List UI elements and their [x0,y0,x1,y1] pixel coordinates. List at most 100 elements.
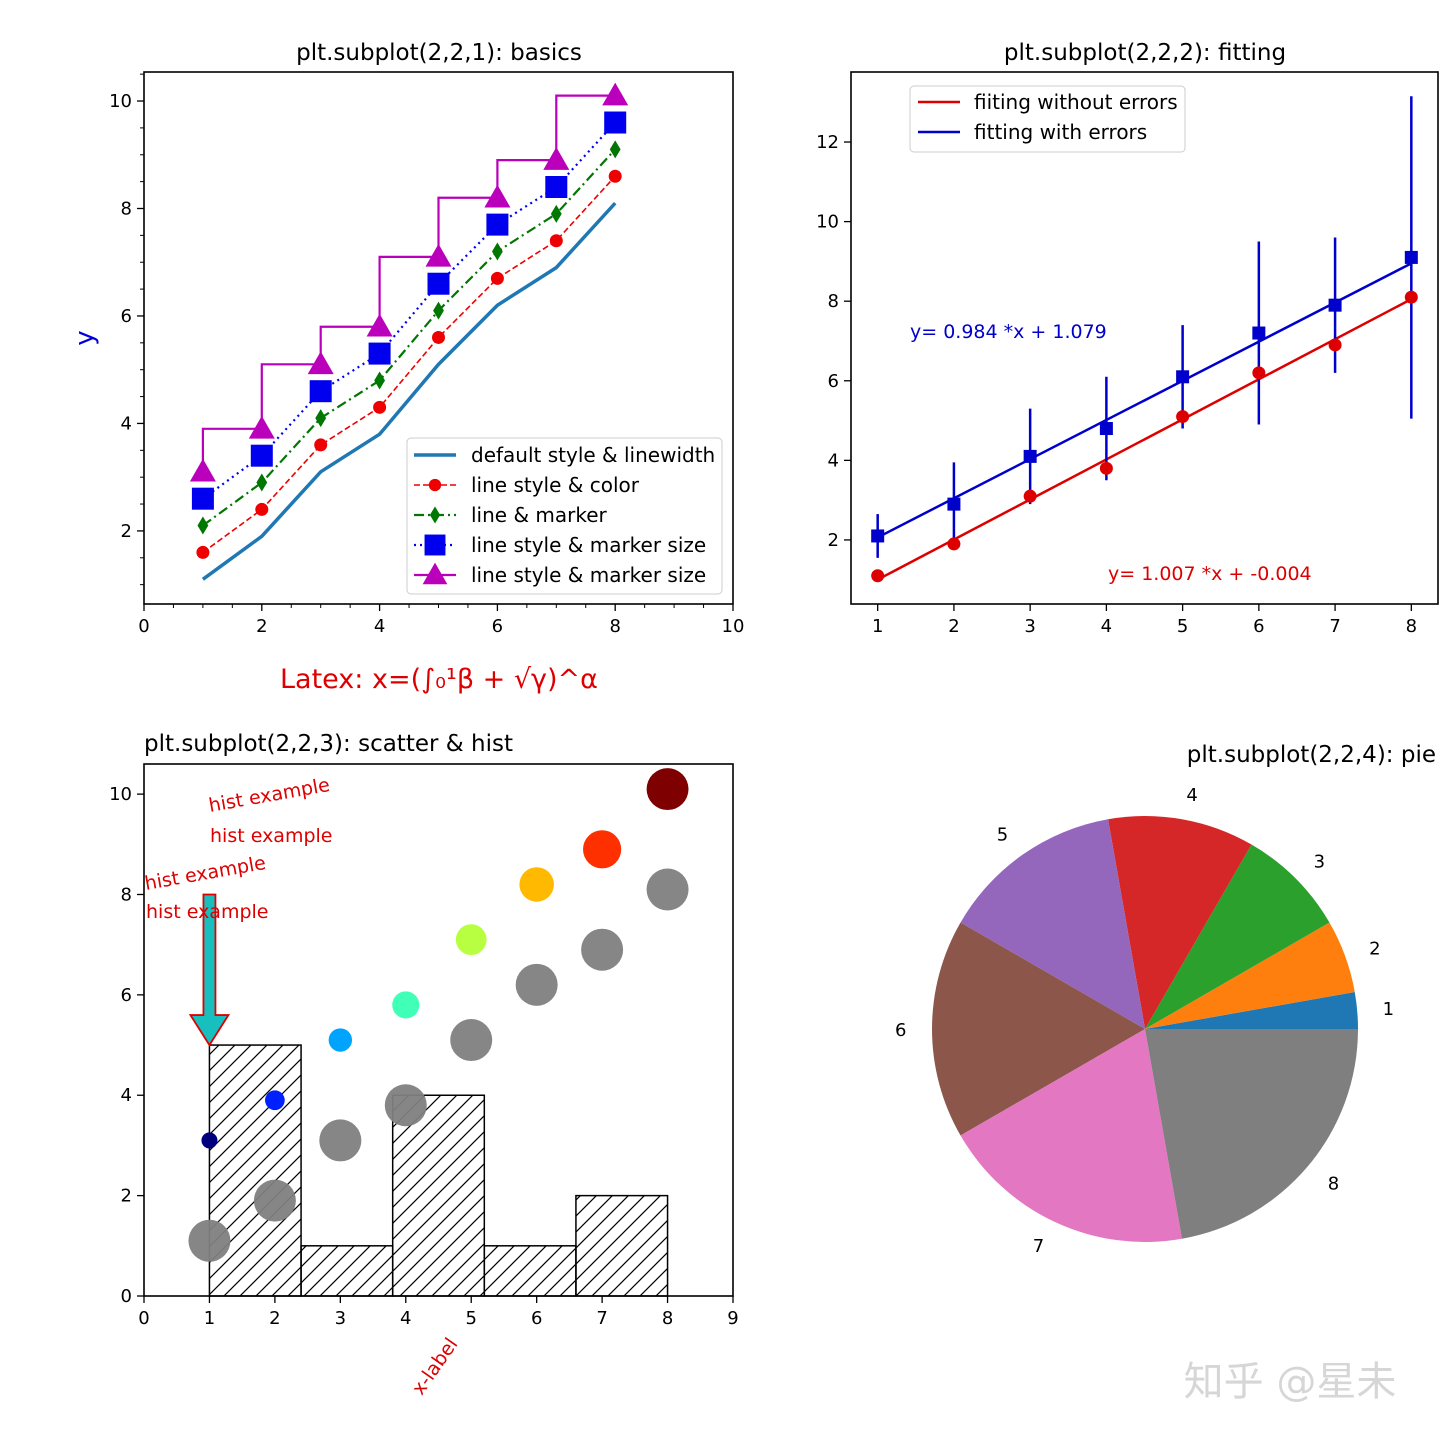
fit-line [877,298,1412,581]
data-point [315,409,327,428]
legend-label: line style & marker size [471,563,706,587]
legend-marker [422,562,448,585]
color-scatter-point [583,830,622,869]
legend-label: line style & color [471,473,640,497]
pie-label: 8 [1328,1173,1339,1194]
y-axis-label: y [70,330,100,345]
data-point [248,415,275,439]
data-point [608,169,622,183]
data-point [196,545,210,559]
data-point [368,342,391,365]
annotation-text: hist example [210,825,333,847]
x-tick-label: 9 [727,1308,738,1329]
legend: fiiting without errors fitting with error… [909,85,1186,153]
pie-label: 2 [1369,938,1380,959]
pie-label: 6 [895,1020,906,1041]
x-axis-label: Latex: x=(∫₀¹β + √γ)^α [280,664,598,695]
x-tick-label: 1 [204,1308,215,1329]
data-point [427,272,450,295]
y-tick-label: 6 [121,306,132,327]
legend-marker [424,534,446,556]
data-point [1176,410,1190,424]
series-line [202,148,617,527]
data-point [492,242,503,261]
data-point [1404,290,1418,304]
x-tick-label: 7 [1329,616,1340,637]
subplot-title: plt.subplot(2,2,2): fitting [1004,40,1286,66]
y-tick-label: 0 [121,1286,132,1307]
y-tick-label: 10 [109,784,132,805]
pie-slice [1108,815,1252,1029]
legend-frame [406,437,723,595]
data-point [189,458,216,482]
series-line [201,94,616,472]
y-tick-label: 2 [121,521,132,542]
data-point [374,371,385,390]
x-tick-label: 10 [722,616,745,637]
pie-slice [960,1029,1182,1242]
y-tick-label: 4 [121,413,132,434]
data-point [947,537,961,551]
y-tick-label: 12 [816,132,839,153]
x-tick-label: 8 [609,616,620,637]
hist-bar [575,1194,669,1297]
data-point [425,243,452,267]
data-point [549,234,563,248]
data-point [1099,422,1113,436]
color-scatter-point [392,991,420,1019]
x-tick-label: 2 [948,616,959,637]
x-tick-label: 4 [1101,616,1112,637]
y-tick-label: 2 [828,530,839,551]
gray-scatter-point [581,928,624,971]
x-tick-label: 5 [1177,616,1188,637]
fit-equation: y= 0.984 *x + 1.079 [910,321,1107,343]
data-point [484,184,511,208]
y-tick-label: 4 [828,450,839,471]
color-scatter-point [455,924,487,956]
data-point [1023,449,1037,463]
subplot-title: plt.subplot(2,2,4): pie [1187,742,1436,768]
color-scatter-point [646,768,689,811]
subplot-fitting: plt.subplot(2,2,2): fitting 1 2 3 4 5 6 7 82468… [816,40,1439,637]
data-point [197,516,209,535]
data-point [871,529,885,543]
data-point [1252,326,1266,340]
data-point [309,380,332,403]
gray-scatter-point [188,1219,231,1262]
pie-slice [931,922,1145,1136]
series-line [202,175,616,554]
x-tick-label: 2 [256,616,267,637]
data-point [486,213,509,236]
x-tick-label: 6 [492,616,503,637]
data-point [314,438,328,452]
annotation-text: hist example [146,901,269,923]
watermark-logo: 知乎 @星未 [1184,1359,1397,1405]
legend-label: line & marker [471,503,608,527]
x-tick-label: 0 [138,616,149,637]
data-point [255,502,269,516]
pie-label: 1 [1383,999,1394,1020]
legend-label: fitting with errors [974,120,1147,144]
pie-label: 7 [1033,1236,1044,1257]
x-tick-label: 6 [531,1308,542,1329]
hist-bar [300,1245,394,1297]
gray-scatter-point [646,868,689,911]
data-point [250,444,273,467]
pie-slice [1145,844,1330,1029]
subplot-scatter-hist: plt.subplot(2,2,3): scatter & hist x-lab… [109,731,739,1399]
data-point [1328,338,1342,352]
annotation-text: hist example [207,774,331,817]
data-point [1328,298,1342,312]
subplot-title: plt.subplot(2,2,1): basics [296,40,582,66]
legend-label: default style & linewidth [471,443,715,467]
x-tick-label: 8 [662,1308,673,1329]
pie-slice [1145,922,1355,1029]
annotation-text: hist example [143,852,267,895]
hist-bar [483,1245,577,1297]
x-tick-label: 6 [1253,616,1264,637]
data-point [256,473,268,492]
data-point [947,497,961,511]
y-tick-label: 8 [121,198,132,219]
x-tick-label: 3 [1024,616,1035,637]
